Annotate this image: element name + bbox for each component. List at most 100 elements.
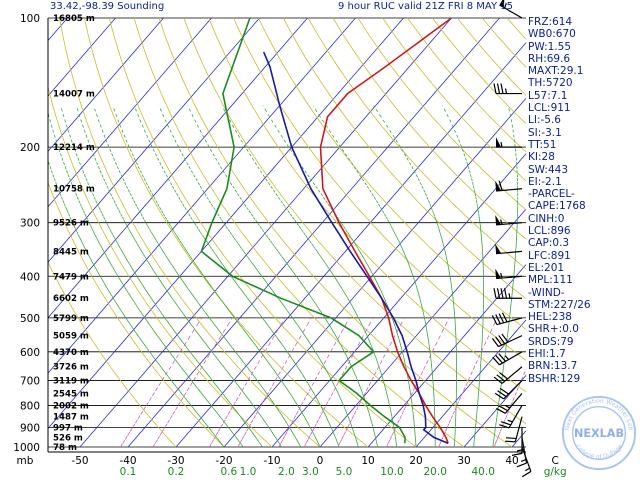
index-item: -PARCEL-: [528, 188, 575, 201]
moist-adiabat-line: [221, 105, 398, 448]
wind-barb: [493, 366, 523, 384]
index-item: SI:-3.1: [528, 126, 562, 139]
dry-adiabat-line: [357, 17, 527, 211]
mixing-ratio-tick-label: 20.0: [424, 466, 447, 478]
pressure-tick-label: 100: [20, 13, 40, 25]
height-label: 8445 m: [53, 247, 89, 257]
moist-adiabat-line: [312, 105, 436, 447]
height-label: 9526 m: [53, 219, 89, 229]
dry-adiabat-line: [407, 17, 527, 153]
mixing-ratio-tick-label: 0.6: [220, 466, 237, 478]
height-label: 2002 m: [53, 401, 89, 411]
height-label: 5059 m: [53, 332, 89, 342]
series-line-1: [200, 17, 406, 444]
wind-barb: [505, 416, 523, 443]
dry-adiabat-line: [456, 17, 527, 96]
height-label: 997 m: [53, 423, 83, 433]
wind-barb: [496, 137, 522, 148]
isotherm-line: [47, 17, 212, 208]
dry-adiabat-line: [432, 17, 527, 124]
wind-barb: [491, 312, 523, 326]
dry-adiabat-line: [481, 17, 527, 68]
temperature-tick-label: 30: [457, 455, 470, 467]
index-item: SRDS:79: [528, 335, 574, 348]
dry-adiabat-line: [332, 17, 527, 240]
header-valid-time: 9 hour RUC valid 21Z FRI 8 MAY 15: [338, 1, 514, 12]
moist-adiabat-line: [442, 105, 484, 448]
isotherm-line: [47, 17, 404, 429]
isotherm-line: [223, 98, 527, 448]
index-item: WB0:670: [528, 28, 576, 41]
index-item: KI:28: [528, 151, 555, 164]
index-item: CAPE:1768: [528, 200, 586, 213]
logo-text: NEXLAB: [574, 427, 624, 440]
dry-adiabat-line: [382, 17, 527, 182]
series-line-0: [319, 17, 452, 444]
wind-barb: [495, 214, 523, 226]
height-label: 14007 m: [53, 90, 95, 100]
dry-adiabat-line: [47, 261, 177, 448]
index-item: LFC:891: [528, 249, 571, 262]
moist-adiabat-line: [76, 105, 282, 448]
isotherm-line: [367, 264, 527, 448]
wind-barb: [499, 0, 523, 19]
isotherm-line: [271, 153, 527, 448]
dry-adiabat-line: [233, 17, 527, 361]
mixing-ratio-unit-label: g/kg: [544, 466, 567, 478]
dry-adiabat-gridlines: [47, 17, 527, 448]
index-item: MPL:111: [528, 274, 573, 287]
index-item: LCL:911: [528, 102, 571, 115]
isotherm-line: [47, 17, 116, 97]
mixing-ratio-line: [152, 317, 233, 448]
wind-barb: [521, 446, 532, 478]
y-axis-unit-label: mb: [17, 455, 34, 467]
moist-adiabat-line: [262, 105, 417, 448]
wind-barb: [493, 83, 522, 95]
pressure-tick-label: 500: [20, 313, 40, 325]
height-label: 78 m: [53, 443, 77, 453]
wind-barb: [495, 268, 523, 280]
index-item: LI:-5.6: [528, 114, 561, 127]
isotherm-line: [47, 17, 164, 152]
nexlab-logo: Next Generation Weather Lab College of D…: [561, 395, 637, 471]
wind-barb: [495, 180, 523, 192]
index-item: SW:443: [528, 163, 569, 176]
indices-panel: FRZ:614 WB0:670 PW:1.55 RH:69.6 MAXT:29.1 TH:…: [528, 16, 640, 385]
temperature-tick-label: 20: [409, 455, 422, 467]
mixing-ratio-gridlines: [120, 317, 527, 448]
mixing-ratio-line: [438, 317, 498, 448]
height-label: 12214 m: [53, 143, 95, 153]
index-item: SHR+:0.0: [528, 323, 579, 336]
mixing-ratio-tick-labels: 0.1 0.2 0.6 1.0 2.0 3.0 5.0 10.0 20.0 40.0 g/kg: [120, 466, 567, 478]
x-axis-unit-label: C: [552, 455, 559, 467]
svg-text:College of DuPage: College of DuPage: [574, 443, 625, 461]
index-item: EL:201: [528, 261, 565, 274]
index-item: EI:-2.1: [528, 175, 562, 188]
index-item: CINH:0: [528, 212, 565, 225]
temperature-tick-label: -30: [167, 455, 184, 467]
isotherm-line: [47, 17, 308, 318]
index-item: TH:5720: [528, 77, 573, 90]
mixing-ratio-tick-label: 1.0: [240, 466, 257, 478]
moist-adiabat-line: [47, 160, 225, 448]
mixing-ratio-tick-label: 10.0: [380, 466, 403, 478]
pressure-tick-label: 200: [20, 142, 40, 154]
index-item: TT:51: [528, 138, 557, 151]
dry-adiabat-line: [258, 17, 527, 330]
dry-adiabat-line: [282, 17, 527, 300]
moist-adiabat-line: [60, 105, 263, 448]
temperature-tick-label: 40: [505, 455, 518, 467]
wind-barbs: [491, 0, 532, 478]
height-label: 1487 m: [53, 413, 89, 423]
height-label: 3726 m: [53, 363, 89, 373]
dry-adiabat-line: [183, 17, 527, 425]
isotherm-line: [511, 430, 527, 448]
isotherm-line: [47, 17, 68, 41]
moist-adiabat-line: [187, 105, 378, 448]
wind-barb: [495, 243, 523, 255]
index-item: -WIND-: [528, 286, 565, 299]
height-label: 16805 m: [53, 14, 95, 24]
height-label: 4370 m: [53, 348, 89, 358]
dry-adiabat-line: [59, 17, 321, 448]
